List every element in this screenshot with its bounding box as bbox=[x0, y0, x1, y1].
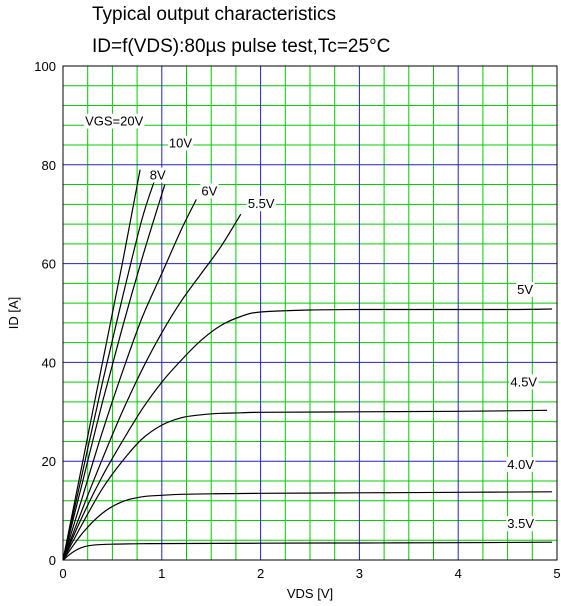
curve-label-background bbox=[506, 516, 536, 532]
curve-label-background bbox=[506, 456, 536, 472]
curve-vgs-20 bbox=[62, 169, 141, 561]
y-tick-label: 40 bbox=[42, 355, 56, 370]
curve-vgs-5 bbox=[62, 308, 553, 561]
curve-vgs-5-5 bbox=[62, 213, 242, 561]
curve-label: 6V bbox=[201, 183, 217, 198]
curve-label-background bbox=[200, 183, 219, 199]
chart-subtitle: ID=f(VDS):80µs pulse test,Tc=25°C bbox=[92, 36, 391, 57]
plot-frame bbox=[62, 65, 558, 561]
chart-title: Typical output characteristics bbox=[92, 4, 336, 25]
curve-label: 8V bbox=[150, 168, 166, 183]
curve-vgs-4-0 bbox=[62, 491, 553, 561]
x-tick-label: 1 bbox=[158, 566, 165, 581]
grid bbox=[63, 66, 557, 560]
x-tick-label: 5 bbox=[553, 566, 560, 581]
curve-label: 10V bbox=[169, 136, 192, 151]
x-tick-label: 2 bbox=[257, 566, 264, 581]
curve-vgs-6 bbox=[62, 199, 197, 561]
x-tick-label: 4 bbox=[455, 566, 462, 581]
curve-label-background bbox=[509, 374, 539, 390]
curve-vgs-10 bbox=[62, 179, 156, 561]
curve-vgs-3-5 bbox=[62, 541, 553, 561]
x-tick-label: 0 bbox=[59, 566, 66, 581]
curve-label: VGS=20V bbox=[85, 114, 144, 129]
curve-label: 4.0V bbox=[507, 457, 534, 472]
curve-vgs-8 bbox=[62, 184, 166, 561]
curve-vgs-4-5 bbox=[62, 409, 548, 561]
y-tick-label: 60 bbox=[42, 257, 56, 272]
y-tick-label: 0 bbox=[49, 553, 56, 568]
x-tick-label: 3 bbox=[356, 566, 363, 581]
y-tick-label: 100 bbox=[34, 59, 56, 74]
x-axis-label: VDS [V] bbox=[287, 586, 333, 601]
y-tick-label: 80 bbox=[42, 158, 56, 173]
y-axis-label: ID [A] bbox=[6, 297, 21, 330]
curve-label: 4.5V bbox=[510, 374, 537, 389]
curve-label: 5V bbox=[517, 282, 533, 297]
curve-label-background bbox=[84, 113, 145, 129]
curve-label-background bbox=[167, 135, 194, 151]
y-tick-label: 20 bbox=[42, 454, 56, 469]
curve-label-background bbox=[246, 196, 276, 212]
x-tick-labels: 0 1 2 3 4 5 bbox=[59, 566, 560, 581]
curve-labels: VGS=20V 10V 8V 6V 5.5V 5V 4.5V 4.0V 3.5V bbox=[84, 113, 539, 532]
curve-label: 3.5V bbox=[507, 516, 534, 531]
curves bbox=[62, 169, 553, 561]
curve-label-background bbox=[148, 167, 167, 183]
curve-label-background bbox=[516, 282, 535, 298]
y-tick-labels: 0 20 40 60 80 100 bbox=[34, 59, 56, 568]
curve-label: 5.5V bbox=[248, 196, 275, 211]
